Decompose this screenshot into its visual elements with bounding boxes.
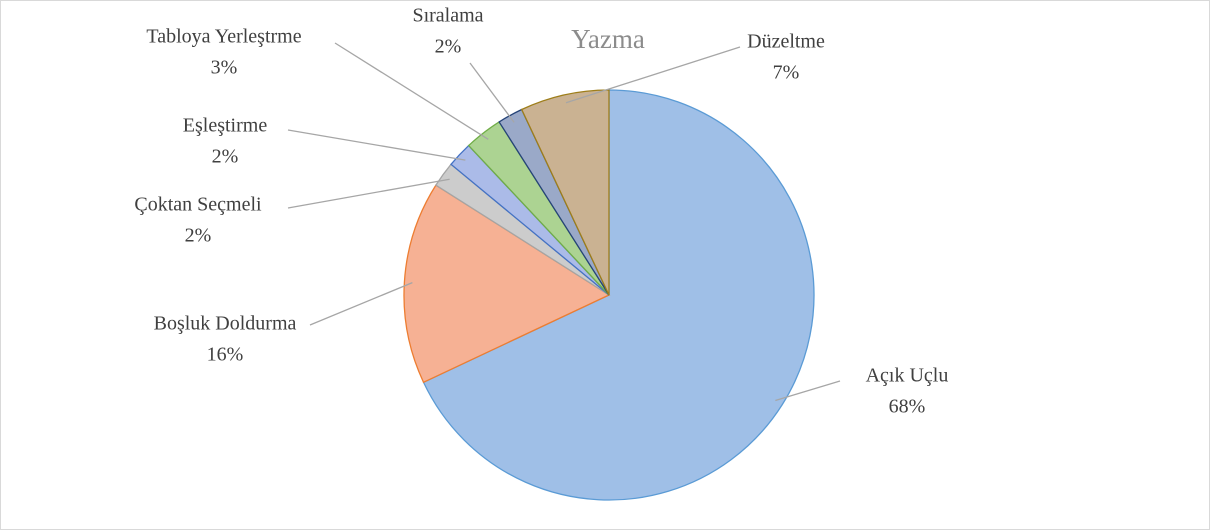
slice-value-label: 2%: [212, 146, 239, 168]
slice-label: Boşluk Doldurma: [154, 313, 297, 335]
slice-value-label: 2%: [435, 36, 462, 58]
slice-value-label: 68%: [889, 396, 926, 418]
leader-line: [775, 380, 841, 402]
slice-label: Sıralama: [412, 5, 483, 27]
slice-label: Düzeltme: [747, 31, 825, 53]
pie-slice: [403, 184, 611, 384]
pie-slice: [422, 89, 815, 501]
leader-line: [309, 282, 413, 326]
chart-title: Yazma: [571, 24, 645, 54]
leader-line: [565, 46, 741, 104]
slice-label: Çoktan Seçmeli: [134, 194, 262, 216]
leader-line: [287, 178, 450, 209]
slice-value-label: 16%: [207, 344, 244, 366]
slice-value-label: 7%: [773, 62, 800, 84]
slice-label: Açık Uçlu: [866, 365, 949, 387]
slice-value-label: 2%: [185, 225, 212, 247]
pie-slice: [520, 89, 610, 296]
leader-line: [334, 42, 489, 140]
slice-label: Eşleştirme: [183, 115, 268, 137]
leader-line: [287, 129, 466, 161]
slice-value-label: 3%: [211, 57, 238, 79]
slice-label: Tabloya Yerleştrme: [146, 26, 301, 48]
leader-line: [469, 62, 515, 123]
